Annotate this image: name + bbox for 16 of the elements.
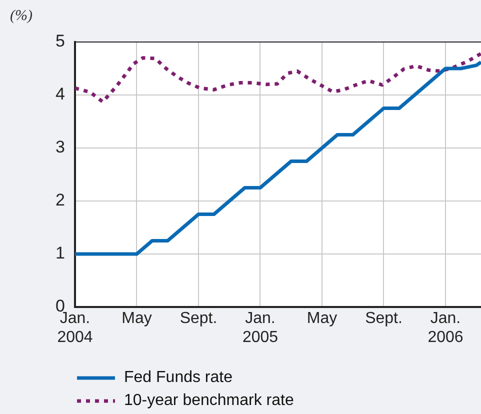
line-series: [75, 52, 481, 104]
y-tick-label: 2: [56, 190, 65, 210]
x-tick-label: May: [306, 310, 338, 328]
x-tick-label: Jan. 2005: [242, 310, 278, 346]
y-tick-label: 4: [56, 84, 65, 104]
legend-label: Fed Funds rate: [124, 368, 232, 386]
x-tick-label: Sept.: [365, 310, 402, 328]
x-tick-label: Jan. 2006: [428, 310, 464, 346]
y-tick-label: 5: [56, 32, 65, 51]
y-tick-label: 0: [56, 296, 65, 316]
legend-label: 10-year benchmark rate: [124, 392, 294, 410]
y-axis-title: (%): [10, 8, 32, 25]
y-tick-label: 3: [56, 138, 65, 157]
x-tick-label: May: [122, 310, 152, 328]
x-tick-label: Sept.: [180, 310, 218, 328]
y-tick-label: 1: [56, 244, 65, 263]
